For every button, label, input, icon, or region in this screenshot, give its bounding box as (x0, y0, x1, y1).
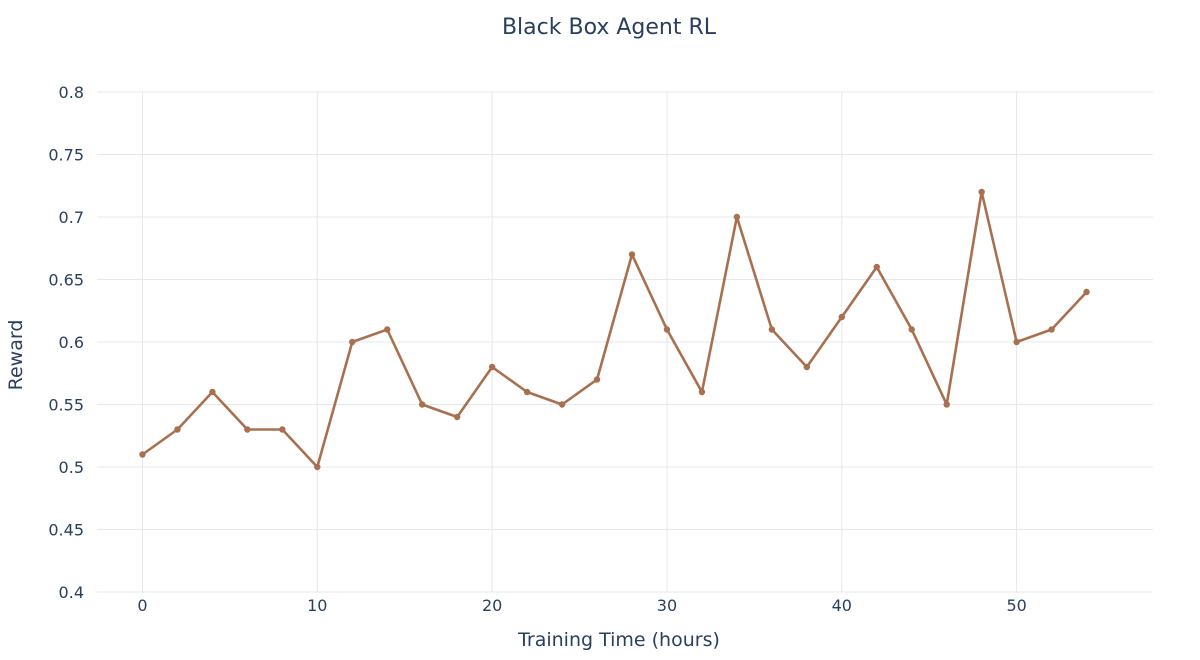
data-point (314, 463, 321, 471)
x-tick-label: 20 (482, 596, 502, 615)
data-point (244, 426, 251, 433)
data-point (418, 401, 426, 408)
x-tick-label: 30 (657, 596, 677, 615)
data-point (733, 213, 741, 221)
data-point (978, 188, 985, 196)
series-line (141, 190, 1088, 469)
data-point (453, 413, 461, 421)
data-point (1013, 338, 1020, 346)
x-tick-label: 40 (832, 596, 852, 615)
x-tick-label: 50 (1006, 596, 1026, 615)
y-axis-tick-labels: 0.4 0.45 0.5 0.55 0.6 0.65 0.7 0.75 0.8 (48, 83, 84, 602)
chart-title: Black Box Agent RL (502, 15, 717, 40)
y-tick-label: 0.5 (59, 458, 84, 477)
data-point (698, 388, 706, 396)
data-point (908, 326, 915, 333)
data-point (1048, 326, 1055, 333)
data-point (628, 251, 636, 258)
x-tick-label: 0 (137, 596, 147, 615)
x-axis-tick-labels: 0 10 20 30 40 50 (137, 596, 1026, 615)
data-point (209, 388, 216, 396)
data-point (873, 263, 880, 271)
x-axis-title: Training Time (hours) (517, 629, 720, 651)
data-point (593, 376, 601, 383)
data-point (139, 451, 146, 458)
y-tick-label: 0.45 (48, 521, 84, 540)
x-tick-label: 10 (307, 596, 327, 615)
data-point (174, 426, 181, 433)
y-tick-label: 0.4 (59, 583, 84, 602)
data-point (349, 338, 356, 346)
data-point (558, 401, 566, 408)
data-point (663, 326, 671, 333)
data-point (943, 401, 950, 408)
y-tick-label: 0.65 (48, 271, 84, 290)
data-point (279, 426, 286, 433)
data-point (488, 363, 496, 371)
data-point (1083, 288, 1090, 296)
y-tick-label: 0.6 (59, 333, 84, 352)
data-point (838, 313, 845, 321)
data-point (803, 363, 811, 371)
y-tick-label: 0.55 (48, 396, 84, 415)
y-tick-label: 0.75 (48, 146, 84, 165)
data-point (523, 388, 531, 396)
data-point (768, 326, 776, 333)
series-layer (139, 188, 1090, 471)
y-tick-label: 0.8 (59, 83, 84, 102)
grid-lines (97, 91, 1153, 593)
y-axis-title: Reward (5, 320, 27, 391)
y-tick-label: 0.7 (59, 208, 84, 227)
data-point (384, 326, 391, 333)
